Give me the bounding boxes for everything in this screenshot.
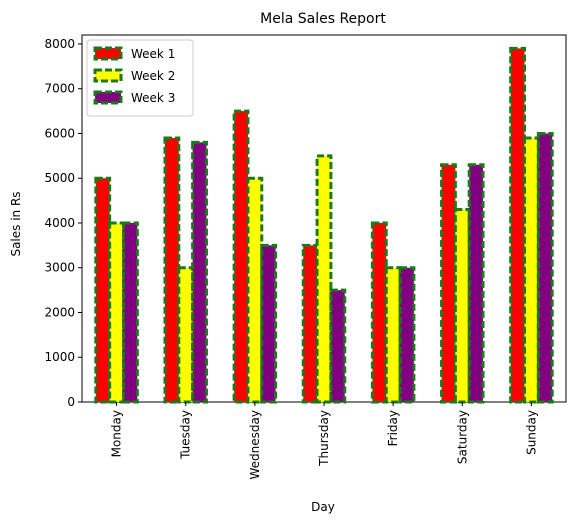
- bar-week-1-monday: [94, 176, 112, 404]
- bar-week-2-saturday: [453, 208, 471, 404]
- bar-week-2-sunday: [523, 136, 540, 404]
- x-tick-label-monday: Monday: [110, 410, 124, 457]
- bar-week-1-thursday: [301, 243, 319, 404]
- y-tick-label: 7000: [44, 82, 75, 96]
- bar-week-1-wednesday: [232, 109, 250, 404]
- legend-swatch: [93, 46, 123, 61]
- bar-week-3-wednesday: [260, 243, 278, 404]
- bar-week-3-friday: [398, 266, 416, 404]
- chart-title: Mela Sales Report: [260, 11, 386, 27]
- x-tick-label-friday: Friday: [386, 410, 400, 446]
- legend-label: Week 3: [131, 91, 175, 105]
- bar-week-3-sunday: [536, 131, 554, 404]
- legend-label: Week 2: [131, 69, 175, 83]
- bar-week-1-saturday: [440, 163, 457, 404]
- x-tick-label-thursday: Thursday: [317, 410, 331, 467]
- bar-week-3-thursday: [329, 288, 347, 404]
- y-tick-label: 1000: [44, 350, 75, 364]
- bar-week-2-wednesday: [246, 176, 264, 404]
- y-axis-label: Sales in Rs: [9, 191, 23, 256]
- bar-week-2-tuesday: [177, 266, 195, 404]
- y-tick-label: 5000: [44, 171, 75, 185]
- legend-label: Week 1: [131, 47, 175, 61]
- bar-week-2-thursday: [315, 154, 333, 404]
- plot-area: 0 1000 2000 3000 4000 5000 6000 7000 8000 Monday T…: [44, 34, 567, 479]
- legend: Week 1 Week 2 Week 3: [86, 39, 194, 117]
- bar-week-2-monday: [108, 221, 125, 404]
- y-tick-label: 0: [67, 395, 75, 409]
- bar-week-1-friday: [370, 221, 388, 404]
- x-tick-label-wednesday: Wednesday: [248, 410, 262, 479]
- legend-swatch: [93, 68, 123, 83]
- y-tick-label: 8000: [44, 37, 75, 51]
- bar-week-1-tuesday: [163, 136, 181, 404]
- x-axis-label: Day: [311, 500, 335, 514]
- bar-week-3-saturday: [467, 163, 485, 404]
- x-tick-label-tuesday: Tuesday: [179, 410, 193, 460]
- bar-week-3-monday: [121, 221, 139, 404]
- bar-week-3-tuesday: [191, 140, 208, 404]
- legend-swatch: [93, 90, 123, 105]
- x-tick-label-sunday: Sunday: [524, 410, 538, 455]
- y-tick-label: 2000: [44, 305, 75, 319]
- bar-week-2-friday: [384, 266, 402, 404]
- y-tick-label: 4000: [44, 216, 75, 230]
- bar-week-1-sunday: [509, 46, 527, 404]
- y-tick-label: 6000: [44, 126, 75, 140]
- y-tick-label: 3000: [44, 261, 75, 275]
- x-tick-label-saturday: Saturday: [455, 410, 469, 464]
